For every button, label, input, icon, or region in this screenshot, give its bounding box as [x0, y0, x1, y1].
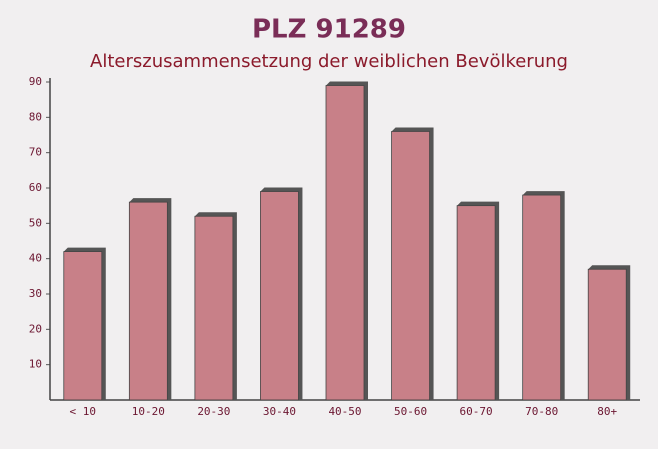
- bar: [194, 215, 234, 401]
- x-tick-label: 10-20: [132, 405, 165, 418]
- x-tick-label: 50-60: [394, 405, 427, 418]
- bar: [63, 251, 103, 401]
- bar: [260, 191, 299, 401]
- y-tick-label: 60: [29, 181, 42, 194]
- chart-title: PLZ 91289: [252, 15, 406, 45]
- y-tick-label: 70: [29, 146, 42, 159]
- y-tick-label: 40: [29, 252, 42, 265]
- bar: [522, 194, 562, 401]
- y-tick-label: 90: [29, 75, 42, 88]
- bar: [128, 201, 168, 401]
- x-tick-label: 20-30: [197, 405, 230, 418]
- bar: [456, 205, 496, 401]
- y-tick-label: 50: [29, 216, 42, 229]
- bar: [587, 268, 627, 401]
- y-tick-label: 30: [29, 287, 42, 300]
- y-tick-label: 20: [29, 322, 42, 335]
- bar: [325, 85, 365, 401]
- y-tick-label: 10: [29, 358, 42, 371]
- x-tick-label: < 10: [70, 405, 97, 418]
- bar: [391, 131, 430, 401]
- x-tick-label: 70-80: [525, 405, 558, 418]
- chart-subtitle: Alterszusammensetzung der weiblichen Bev…: [90, 51, 568, 72]
- x-tick-label: 80+: [597, 405, 617, 418]
- y-tick-label: 80: [29, 110, 42, 123]
- x-tick-label: 30-40: [263, 405, 296, 418]
- x-tick-label: 60-70: [460, 405, 493, 418]
- x-tick-label: 40-50: [328, 405, 361, 418]
